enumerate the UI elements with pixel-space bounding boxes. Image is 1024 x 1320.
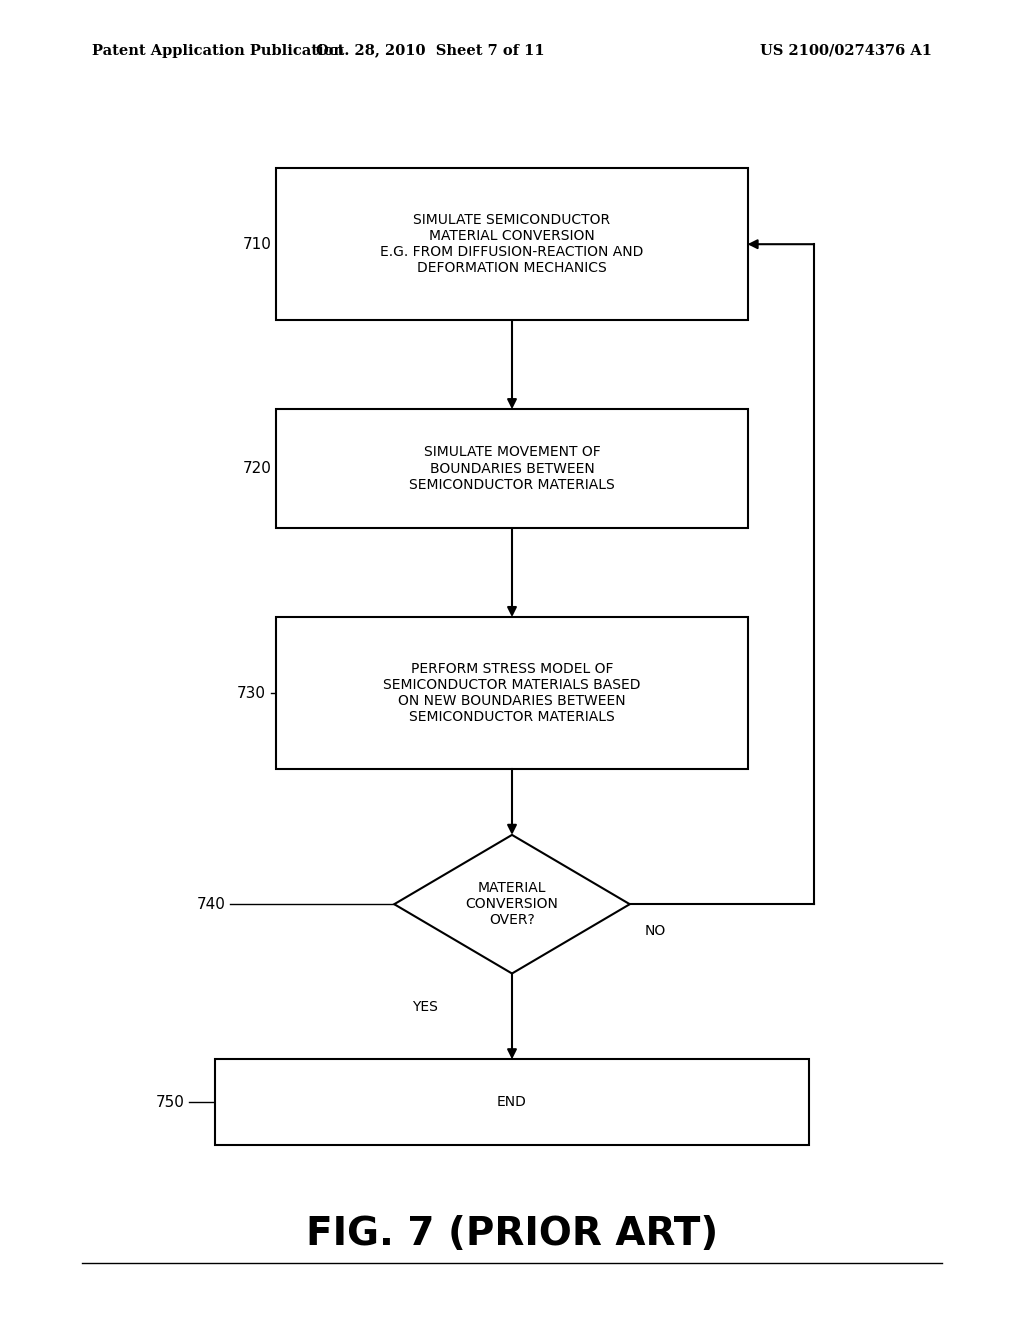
Text: MATERIAL
CONVERSION
OVER?: MATERIAL CONVERSION OVER? <box>466 880 558 928</box>
Text: SIMULATE MOVEMENT OF
BOUNDARIES BETWEEN
SEMICONDUCTOR MATERIALS: SIMULATE MOVEMENT OF BOUNDARIES BETWEEN … <box>410 445 614 492</box>
Text: FIG. 7 (PRIOR ART): FIG. 7 (PRIOR ART) <box>306 1216 718 1253</box>
Text: PERFORM STRESS MODEL OF
SEMICONDUCTOR MATERIALS BASED
ON NEW BOUNDARIES BETWEEN
: PERFORM STRESS MODEL OF SEMICONDUCTOR MA… <box>383 661 641 725</box>
Text: END: END <box>497 1096 527 1109</box>
Text: 740: 740 <box>197 896 225 912</box>
FancyBboxPatch shape <box>276 168 748 319</box>
Text: Oct. 28, 2010  Sheet 7 of 11: Oct. 28, 2010 Sheet 7 of 11 <box>315 44 545 58</box>
Text: Patent Application Publication: Patent Application Publication <box>92 44 344 58</box>
Text: 710: 710 <box>243 236 271 252</box>
Text: 720: 720 <box>243 461 271 477</box>
Text: YES: YES <box>412 1001 438 1014</box>
FancyBboxPatch shape <box>276 409 748 528</box>
Text: NO: NO <box>645 924 667 937</box>
Text: 750: 750 <box>156 1094 184 1110</box>
Text: SIMULATE SEMICONDUCTOR
MATERIAL CONVERSION
E.G. FROM DIFFUSION-REACTION AND
DEFO: SIMULATE SEMICONDUCTOR MATERIAL CONVERSI… <box>380 213 644 276</box>
Text: US 2100/0274376 A1: US 2100/0274376 A1 <box>760 44 932 58</box>
Polygon shape <box>394 836 630 974</box>
FancyBboxPatch shape <box>215 1059 809 1144</box>
Text: 730: 730 <box>238 685 266 701</box>
FancyBboxPatch shape <box>276 618 748 768</box>
